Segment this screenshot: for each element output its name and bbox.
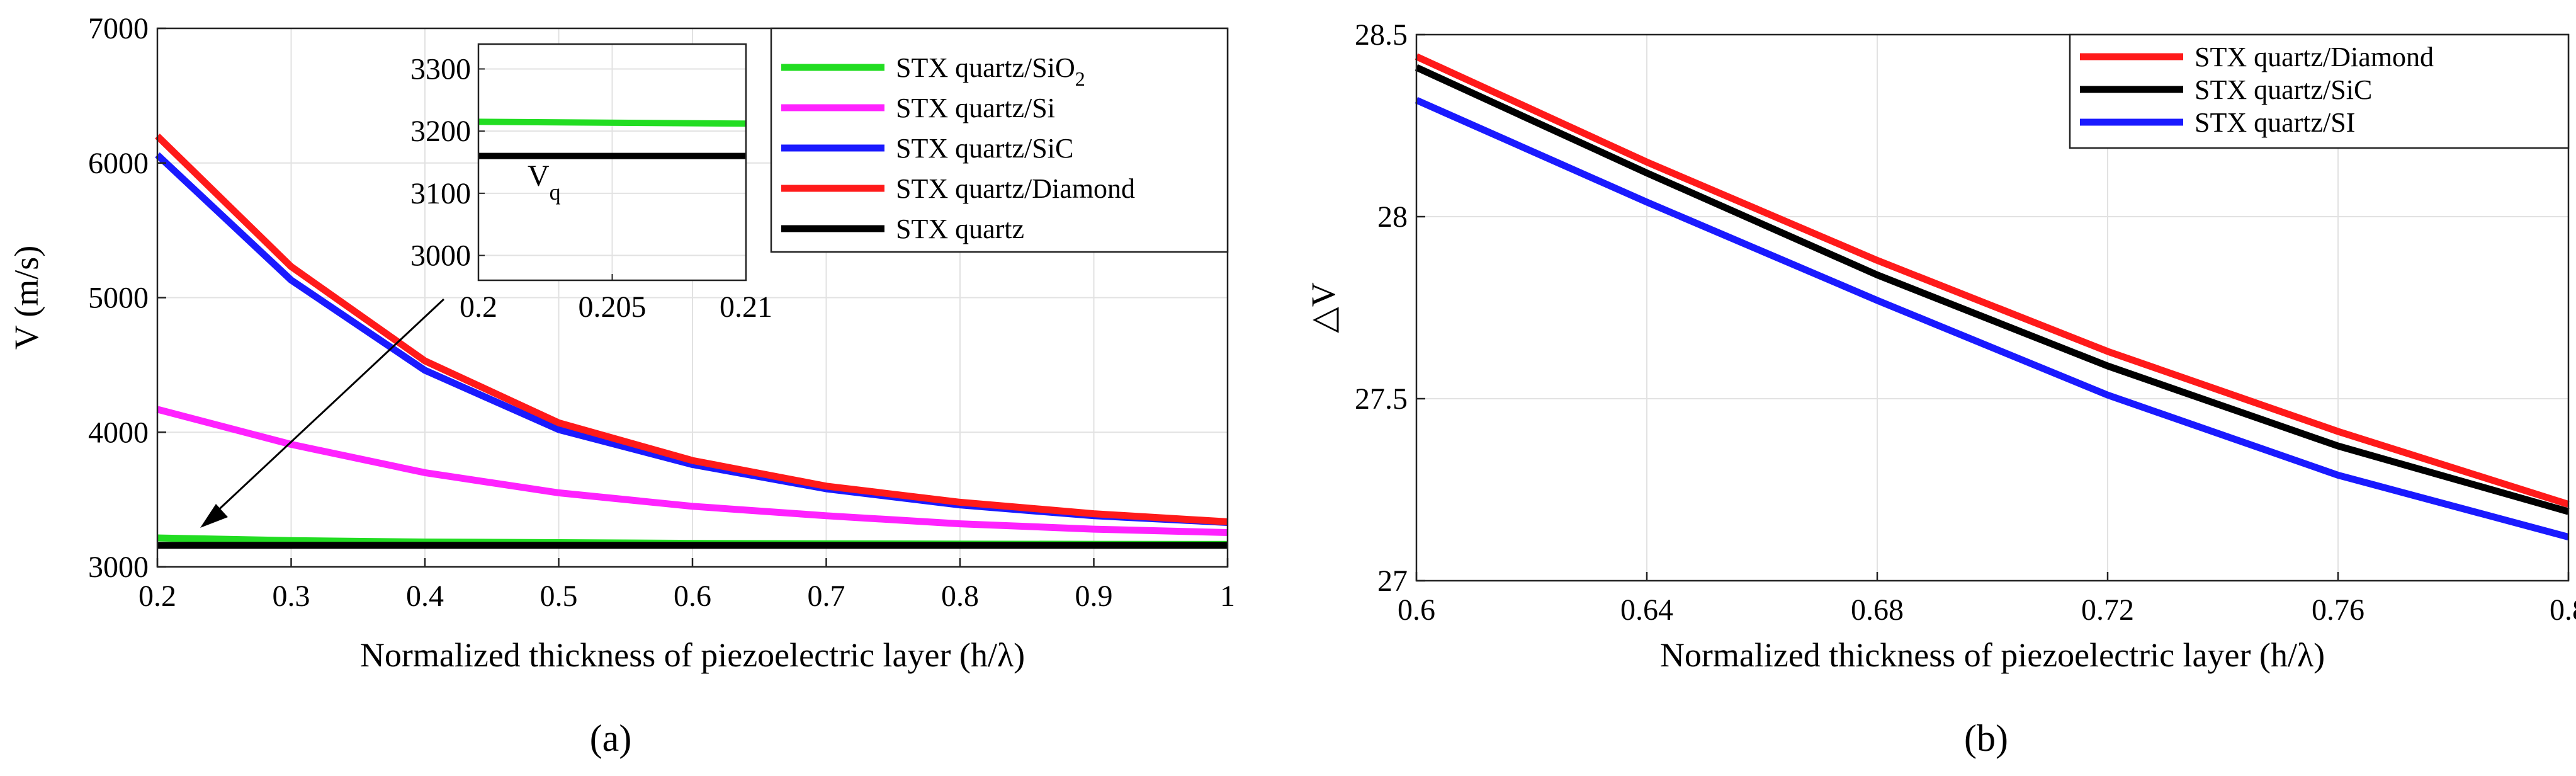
inset-y-tick-label: 3200 bbox=[410, 115, 471, 148]
x-tick-label: 0.76 bbox=[2312, 593, 2364, 627]
y-tick-label: 27 bbox=[1377, 564, 1408, 598]
series-lines bbox=[155, 134, 1228, 549]
legend-label-2: STX quartz/SI bbox=[2195, 107, 2355, 138]
x-tick-label: 0.2 bbox=[138, 579, 176, 613]
legend-label-4: STX quartz bbox=[896, 214, 1024, 244]
x-tick-label: 0.8 bbox=[941, 579, 979, 613]
x-tick-label: 0.72 bbox=[2081, 593, 2134, 627]
x-tick-label: 0.4 bbox=[406, 579, 444, 613]
x-axis-label: Normalized thickness of piezoelectric la… bbox=[360, 636, 1025, 674]
y-tick-label: 5000 bbox=[88, 282, 149, 315]
chart-panel-a: 0.2 0.3 0.4 0.5 0.6 0.7 0.8 0.9 1 3000 4000 5000 600… bbox=[8, 12, 1235, 759]
inset-annotation-vq: Vq bbox=[528, 159, 561, 205]
legend-label-2: STX quartz/SiC bbox=[896, 133, 1073, 164]
panel-label: (b) bbox=[1964, 717, 2008, 759]
x-axis-label: Normalized thickness of piezoelectric la… bbox=[1660, 636, 2325, 674]
inset-x-tick-label: 0.21 bbox=[720, 290, 772, 324]
series-lines bbox=[1415, 53, 2570, 540]
x-tick-label: 0.64 bbox=[1620, 593, 1673, 627]
x-tick-label: 0.5 bbox=[540, 579, 578, 613]
plot-frame bbox=[1415, 33, 2570, 582]
inset-y-tick-label: 3300 bbox=[410, 52, 471, 86]
x-tick-label: 0.9 bbox=[1075, 579, 1113, 613]
inset-pointer-arrow-head bbox=[200, 504, 228, 528]
inset-pointer-arrow-line bbox=[213, 298, 445, 515]
x-tick-label: 0.3 bbox=[273, 579, 310, 613]
legend-label-0: STX quartz/SiO2 bbox=[896, 52, 1085, 90]
x-tick-label: 0.8 bbox=[2550, 593, 2576, 627]
series-line-1 bbox=[1415, 64, 2570, 515]
series-line-3 bbox=[155, 134, 1228, 525]
x-tick-label: 1 bbox=[1220, 579, 1235, 613]
legend-label-3: STX quartz/Diamond bbox=[896, 173, 1135, 204]
x-tick-label: 0.6 bbox=[1398, 593, 1435, 627]
y-tick-label: 28.5 bbox=[1355, 18, 1408, 52]
series-line-0 bbox=[1415, 53, 2570, 508]
y-tick-label: 28 bbox=[1377, 200, 1408, 234]
inset-series-line-0 bbox=[478, 118, 747, 127]
series-line-2 bbox=[1415, 96, 2570, 540]
x-tick-label: 0.6 bbox=[674, 579, 711, 613]
y-axis-label: △V bbox=[1304, 282, 1342, 333]
inset-x-tick-label: 0.205 bbox=[579, 290, 647, 324]
inset-chart: 0.2 0.205 0.21 3000 3100 3200 3300 Vq bbox=[410, 43, 772, 324]
legend-label-1: STX quartz/SiC bbox=[2195, 74, 2372, 105]
y-tick-label: 6000 bbox=[88, 147, 149, 180]
inset-y-tick-label: 3000 bbox=[410, 239, 471, 273]
chart-panel-b: 0.6 0.64 0.68 0.72 0.76 0.8 27 27.5 28 28.5 Normal… bbox=[1304, 18, 2576, 759]
legend-label-0: STX quartz/Diamond bbox=[2195, 42, 2434, 72]
x-tick-label: 0.68 bbox=[1851, 593, 1904, 627]
legend-label-1: STX quartz/Si bbox=[896, 93, 1055, 123]
y-tick-label: 4000 bbox=[88, 416, 149, 449]
inset-x-tick-label: 0.2 bbox=[460, 290, 497, 324]
y-tick-label: 3000 bbox=[88, 551, 149, 584]
y-tick-label: 27.5 bbox=[1355, 382, 1408, 416]
inset-y-tick-label: 3100 bbox=[410, 177, 471, 210]
x-tick-label: 0.7 bbox=[808, 579, 845, 613]
panel-label: (a) bbox=[590, 717, 632, 759]
series-line-1 bbox=[156, 406, 1228, 536]
y-axis-label: V (m/s) bbox=[8, 246, 45, 350]
y-tick-label: 7000 bbox=[88, 12, 149, 45]
